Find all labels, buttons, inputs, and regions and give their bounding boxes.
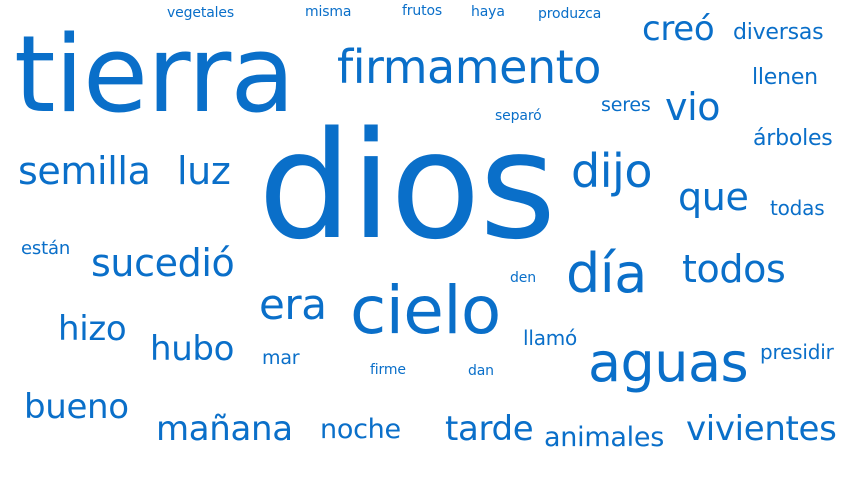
- word-cloud-word: llamó: [523, 326, 578, 350]
- word-cloud-word: luz: [177, 149, 231, 193]
- word-cloud-word: mar: [262, 347, 300, 369]
- word-cloud-word: era: [259, 280, 327, 329]
- word-cloud-word: noche: [320, 414, 401, 445]
- word-cloud-word: cielo: [350, 272, 501, 349]
- word-cloud-word: misma: [305, 4, 352, 20]
- word-cloud-word: haya: [471, 4, 505, 20]
- word-cloud-word: presidir: [760, 340, 834, 364]
- word-cloud-word: aguas: [588, 331, 749, 394]
- word-cloud-word: creó: [642, 9, 715, 49]
- word-cloud-word: tarde: [445, 409, 534, 449]
- word-cloud-word: mañana: [156, 409, 293, 449]
- word-cloud-word: hizo: [58, 309, 127, 349]
- word-cloud-word: semilla: [18, 149, 151, 193]
- word-cloud-word: todas: [770, 196, 825, 220]
- word-cloud-word: den: [510, 270, 536, 286]
- word-cloud-word: llenen: [752, 65, 818, 90]
- word-cloud-word: dan: [468, 363, 494, 379]
- word-cloud-word: seres: [601, 94, 651, 116]
- word-cloud-word: árboles: [753, 126, 833, 151]
- word-cloud-word: separó: [495, 108, 542, 124]
- word-cloud-word: día: [566, 242, 647, 305]
- word-cloud-word: frutos: [402, 3, 443, 19]
- word-cloud-word: vegetales: [167, 5, 235, 21]
- word-cloud-word: vivientes: [686, 409, 837, 449]
- word-cloud-word: diversas: [733, 20, 824, 45]
- word-cloud-word: todos: [682, 247, 786, 291]
- word-cloud-word: animales: [544, 422, 665, 453]
- word-cloud-word: están: [21, 238, 71, 259]
- word-cloud-word: hubo: [150, 329, 235, 369]
- word-cloud-word: produzca: [538, 6, 602, 22]
- word-cloud-word: dios: [258, 100, 556, 272]
- word-cloud-word: tierra: [14, 13, 295, 136]
- word-cloud-word: firmamento: [337, 40, 601, 94]
- word-cloud-word: dijo: [571, 144, 653, 198]
- word-cloud-word: sucedió: [91, 241, 235, 285]
- word-cloud-word: firme: [370, 362, 406, 378]
- word-cloud-word: bueno: [24, 387, 129, 427]
- word-cloud-word: que: [678, 175, 749, 219]
- word-cloud-word: vio: [665, 85, 721, 129]
